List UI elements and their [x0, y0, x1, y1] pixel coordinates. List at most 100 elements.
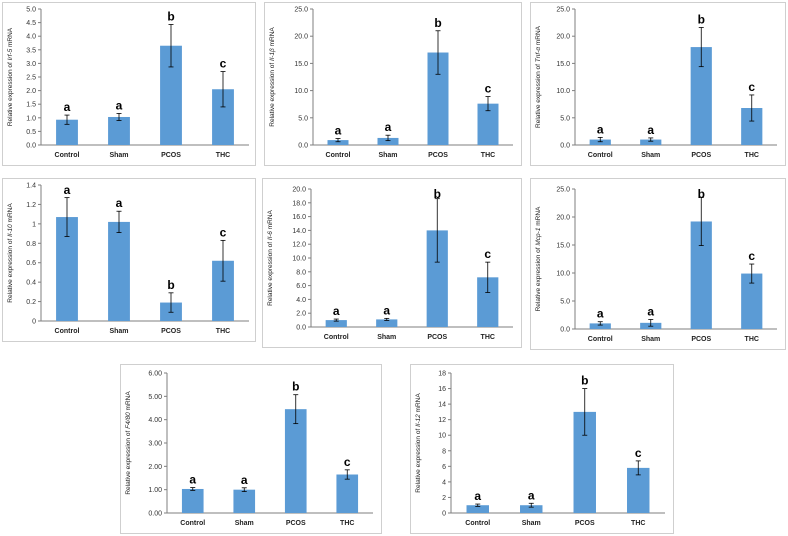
y-tick-label: 4.0	[26, 34, 36, 41]
significance-letter: a	[383, 303, 390, 317]
x-category-label: Sham	[378, 152, 397, 159]
x-category-label: PCOS	[286, 520, 306, 527]
bar-control	[327, 140, 349, 145]
significance-letter: b	[698, 12, 705, 26]
bar-control	[325, 320, 347, 327]
y-tick-label: 20.0	[292, 187, 306, 194]
y-tick-label: 0.5	[26, 129, 36, 136]
y-tick-label: 10.0	[556, 88, 570, 95]
y-tick-label: 5.0	[560, 115, 570, 122]
y-tick-label: 16.0	[292, 214, 306, 221]
significance-letter: c	[484, 247, 491, 261]
y-tick-label: 3.00	[148, 441, 162, 448]
x-category-label: Control	[465, 520, 490, 527]
significance-letter: b	[167, 10, 174, 24]
y-tick-label: 4.5	[26, 20, 36, 27]
bar-thc	[741, 273, 763, 329]
significance-letter: a	[335, 123, 342, 137]
x-category-label: Sham	[377, 334, 396, 341]
x-category-label: PCOS	[427, 334, 447, 341]
x-category-label: THC	[481, 334, 495, 341]
chart-panel-il1b: 0.0 5.0 10.0 15.0 20.0 25.0 Relative expressio…	[264, 2, 522, 166]
y-tick-label: 0.0	[296, 325, 306, 332]
y-tick-label: 1.0	[26, 115, 36, 122]
y-tick-label: 0.2	[26, 299, 36, 306]
x-category-label: Control	[55, 152, 80, 159]
bar-thc	[212, 260, 234, 321]
y-tick-label: 2.00	[148, 464, 162, 471]
bar-control	[56, 217, 78, 321]
y-tick-label: 1.2	[26, 202, 36, 209]
significance-letter: b	[698, 187, 705, 201]
bar-sham	[108, 116, 130, 145]
bar-sham	[377, 137, 399, 145]
significance-letter: c	[485, 82, 492, 96]
x-category-label: THC	[745, 336, 759, 343]
significance-letter: c	[635, 446, 642, 460]
significance-letter: a	[597, 122, 604, 136]
y-tick-label: 2.0	[26, 88, 36, 95]
y-tick-label: 2	[442, 495, 446, 502]
chart-svg-irf5: 0.0 0.5 1.0 1.5 2.0 2.5 3.0 3.5 4.0 4.5 5.0 Relativ…	[7, 7, 249, 159]
x-category-label: THC	[216, 328, 230, 335]
x-category-label: Control	[588, 152, 613, 159]
significance-letter: a	[597, 307, 604, 321]
x-category-label: PCOS	[691, 152, 711, 159]
significance-letter: a	[64, 100, 71, 114]
x-category-label: Control	[326, 152, 351, 159]
x-category-label: PCOS	[428, 152, 448, 159]
significance-letter: a	[189, 473, 196, 487]
bar-thc	[741, 108, 763, 145]
x-category-label: Control	[180, 520, 205, 527]
significance-letter: a	[333, 304, 340, 318]
x-category-label: Control	[324, 334, 349, 341]
y-axis-label: Relative expression of Il-1β mRNA	[269, 27, 276, 127]
y-tick-label: 4.0	[296, 297, 306, 304]
y-tick-label: 0.0	[26, 143, 36, 150]
y-tick-label: 15.0	[294, 61, 308, 68]
y-tick-label: 10	[438, 433, 446, 440]
significance-letter: c	[748, 249, 755, 263]
y-tick-label: 25.0	[556, 187, 570, 194]
y-tick-label: 15.0	[556, 243, 570, 250]
y-tick-label: 0.0	[560, 143, 570, 150]
x-category-label: Sham	[109, 152, 128, 159]
y-tick-label: 0.8	[26, 241, 36, 248]
significance-letter: b	[292, 380, 299, 394]
y-tick-label: 0	[32, 319, 36, 326]
y-tick-label: 0.6	[26, 260, 36, 267]
x-category-label: Sham	[641, 152, 660, 159]
significance-letter: b	[434, 187, 441, 201]
y-axis-label: Relative expression of Il-6 mRNA	[267, 209, 274, 305]
significance-letter: b	[434, 16, 441, 30]
significance-letter: a	[116, 98, 123, 112]
bar-pcos	[573, 411, 596, 513]
x-category-label: PCOS	[161, 328, 181, 335]
significance-letter: a	[474, 489, 481, 503]
significance-letter: c	[220, 57, 227, 71]
x-category-label: THC	[340, 520, 354, 527]
y-tick-label: 5.0	[26, 7, 36, 14]
significance-letter: c	[748, 80, 755, 94]
bar-thc	[336, 474, 359, 513]
y-tick-label: 14	[438, 402, 446, 409]
x-category-label: PCOS	[575, 520, 595, 527]
x-category-label: THC	[745, 152, 759, 159]
bar-control	[56, 119, 78, 145]
y-axis-label: Relative expression of Irf-5 mRNA	[7, 27, 14, 126]
chart-svg-il6: 0.0 2.0 4.0 6.0 8.0 10.0 12.0 14.0 16.0 18.0 20.0 R…	[267, 187, 513, 341]
chart-panel-tnfa: 0.0 5.0 10.0 15.0 20.0 25.0 Relative expressio…	[530, 2, 786, 166]
y-tick-label: 5.0	[560, 299, 570, 306]
y-tick-label: 16	[438, 386, 446, 393]
y-tick-label: 18	[438, 371, 446, 378]
significance-letter: b	[167, 278, 174, 292]
y-tick-label: 10.0	[294, 88, 308, 95]
bar-pcos	[426, 230, 448, 327]
y-tick-label: 20.0	[556, 215, 570, 222]
chart-svg-il10: 0 0.2 0.4 0.6 0.8 1 1.2 1.4 Relative expression …	[7, 183, 249, 335]
y-tick-label: 18.0	[292, 200, 306, 207]
x-category-label: Control	[588, 336, 613, 343]
y-tick-label: 5.00	[148, 394, 162, 401]
x-category-label: THC	[481, 152, 495, 159]
y-tick-label: 3.0	[26, 61, 36, 68]
